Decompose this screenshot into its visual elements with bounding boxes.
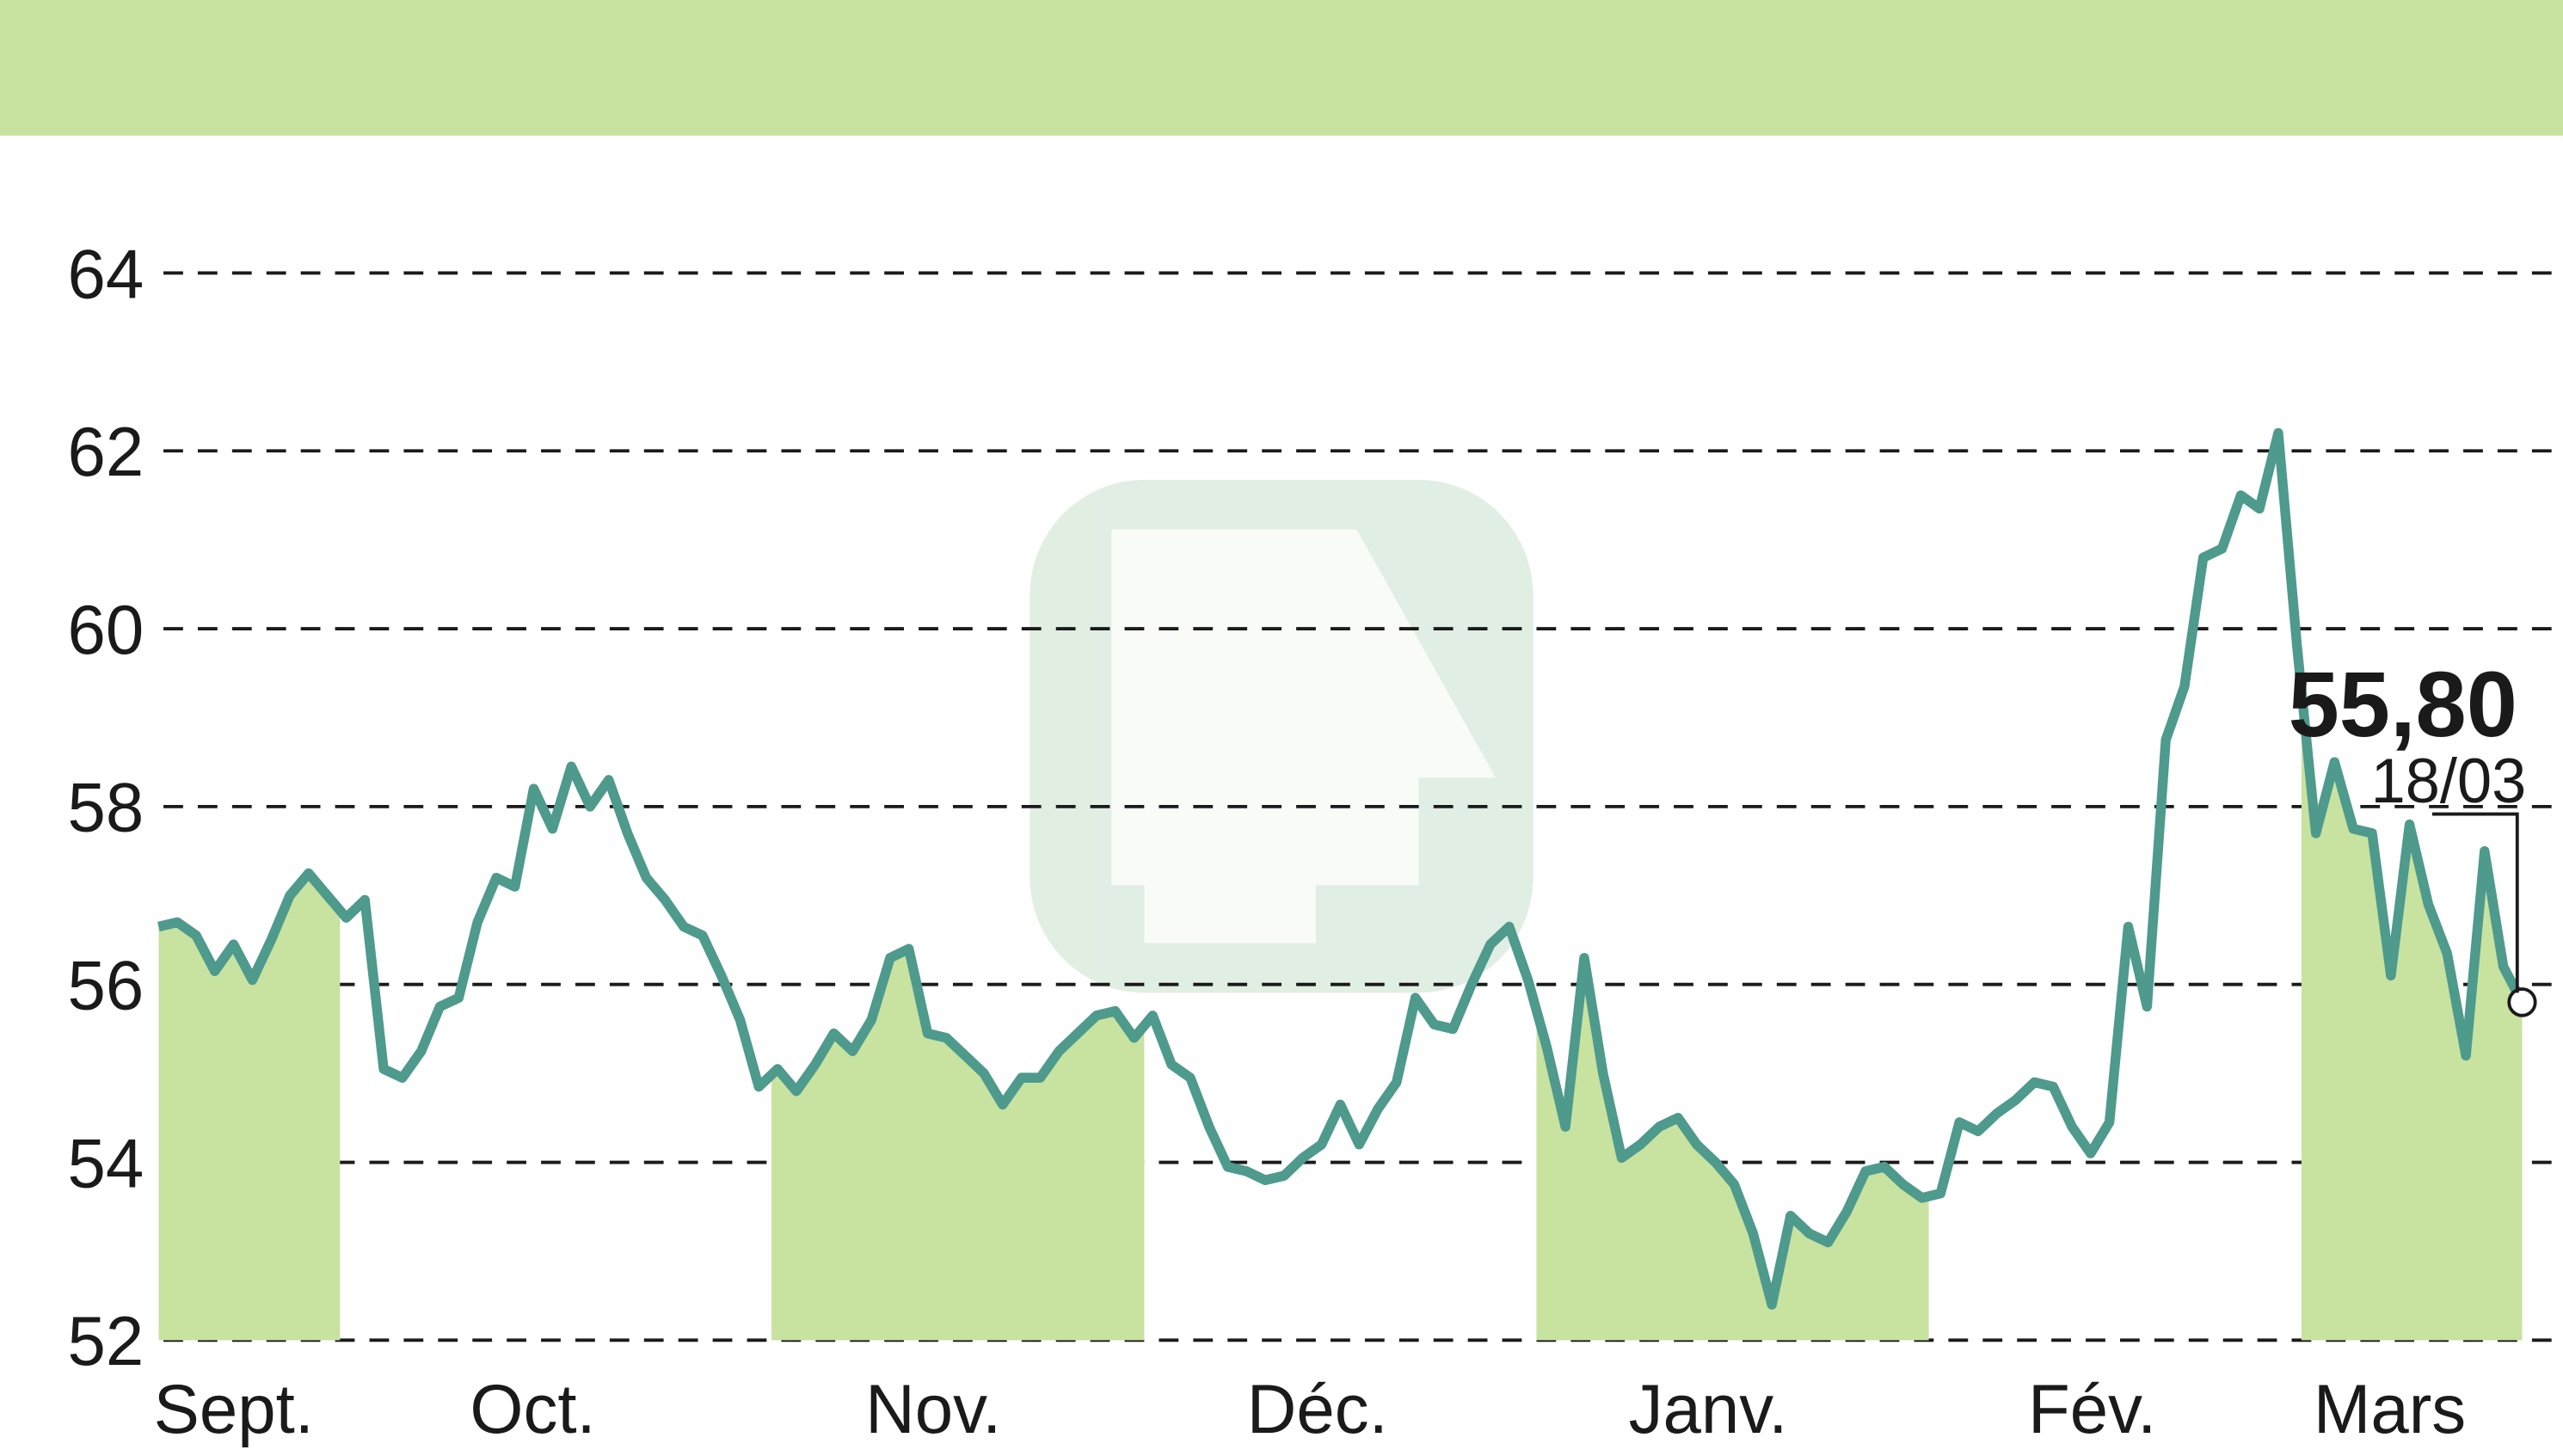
y-tick-label: 54	[67, 1125, 144, 1203]
y-tick-label: 60	[67, 591, 144, 669]
header-band	[0, 0, 2563, 136]
y-tick-label: 56	[67, 947, 144, 1025]
y-tick-label: 64	[67, 236, 144, 314]
x-tick-label: Oct.	[470, 1371, 595, 1449]
watermark-logo	[1030, 479, 1533, 993]
y-tick-label: 52	[67, 1303, 144, 1381]
last-date-label: 18/03	[2371, 746, 2527, 816]
last-point	[2507, 987, 2537, 1017]
x-tick-label: Mars	[2314, 1371, 2466, 1449]
x-tick-label: Janv.	[1629, 1371, 1788, 1449]
plot	[157, 427, 2537, 1310]
x-tick-label: Nov.	[865, 1371, 1001, 1449]
price-line	[157, 427, 2527, 1310]
y-tick-label: 62	[67, 414, 144, 492]
x-tick-label: Déc.	[1247, 1371, 1388, 1449]
leader-line	[2431, 812, 2519, 993]
x-tick-label: Fév.	[2028, 1371, 2156, 1449]
y-tick-label: 58	[67, 769, 144, 847]
x-tick-label: Sept.	[154, 1371, 314, 1449]
last-value-label: 55,80	[2289, 653, 2517, 757]
